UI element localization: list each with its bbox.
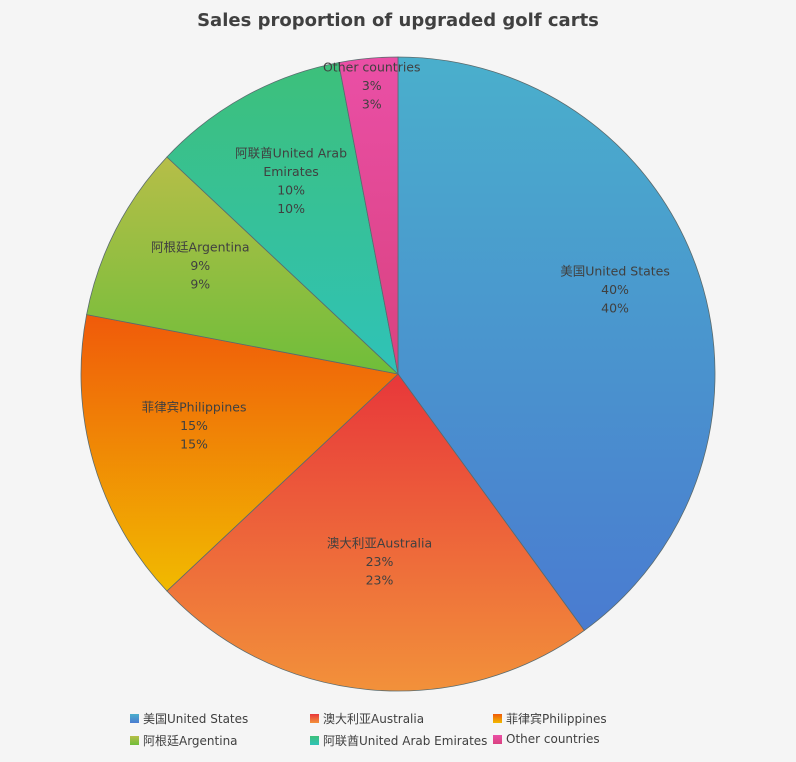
legend-item: 阿根廷Argentina: [130, 732, 238, 749]
legend-label: 阿根廷Argentina: [143, 734, 238, 748]
legend-swatch: [493, 714, 502, 723]
legend-item: 菲律宾Philippines: [493, 710, 607, 727]
slice-value-label: 9%: [190, 258, 210, 273]
slice-value-label: 3%: [362, 96, 382, 111]
pie-slice: [397, 56, 716, 632]
slice-value-label: 10%: [277, 201, 305, 216]
slice-value-label: 40%: [601, 300, 629, 315]
legend-label: 菲律宾Philippines: [506, 712, 607, 726]
pie-chart: 美国United States 40% 40% 澳大利亚Australia 23% 23%…: [80, 56, 716, 692]
slice-value-label: 40%: [601, 282, 629, 297]
legend-swatch: [130, 714, 139, 723]
chart-title: Sales proportion of upgraded golf carts: [197, 10, 599, 31]
slice-category-label: Other countries: [323, 59, 421, 74]
legend-item: Other countries: [493, 732, 600, 746]
slice-value-label: 3%: [362, 78, 382, 93]
pie-slice: [338, 56, 399, 375]
legend-label: 阿联酋United Arab Emirates: [323, 734, 488, 748]
legend-swatch: [310, 714, 319, 723]
legend-swatch: [493, 734, 502, 744]
slice-category-label: 澳大利亚Australia: [327, 536, 432, 551]
slice-category-label: 阿根廷Argentina: [151, 239, 249, 254]
slice-category-label: Emirates: [263, 164, 318, 179]
slice-value-label: 9%: [190, 276, 210, 291]
legend-label: Other countries: [506, 732, 600, 746]
slice-category-label: 美国United States: [560, 263, 670, 278]
slice-category-label: 菲律宾Philippines: [142, 399, 247, 414]
slice-category-label: 阿联酋United Arab: [235, 146, 347, 161]
slice-value-label: 15%: [180, 436, 208, 451]
legend-label: 美国United States: [143, 712, 249, 726]
pie-slice: [86, 156, 400, 375]
pie-slice: [166, 62, 399, 376]
legend-item: 澳大利亚Australia: [310, 710, 424, 727]
legend-label: 澳大利亚Australia: [323, 712, 425, 726]
legend-item: 阿联酋United Arab Emirates: [310, 732, 487, 749]
pie-slice: [166, 373, 585, 692]
slice-value-label: 23%: [366, 573, 394, 588]
pie-slice: [80, 314, 399, 592]
slice-value-label: 15%: [180, 418, 208, 433]
slice-value-label: 10%: [277, 183, 305, 198]
legend-swatch: [310, 736, 319, 745]
slice-value-label: 23%: [366, 554, 394, 569]
legend-item: 美国United States: [130, 710, 248, 727]
legend-swatch: [130, 736, 139, 745]
